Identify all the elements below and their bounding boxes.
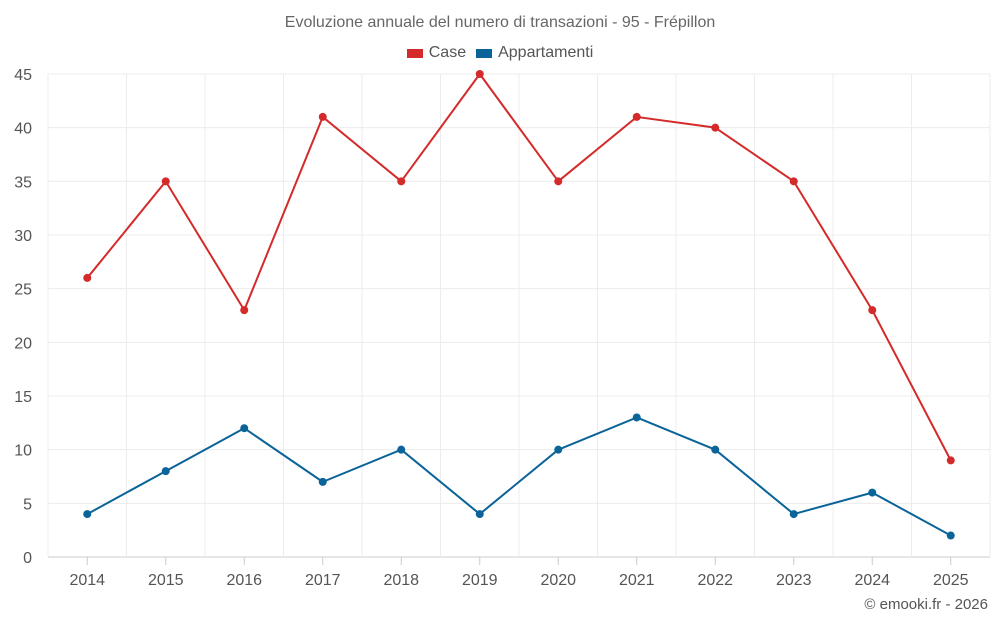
data-point-appartamenti (868, 488, 877, 497)
x-tick-label: 2021 (619, 572, 655, 589)
data-point-appartamenti (554, 445, 563, 454)
data-point-appartamenti (397, 445, 406, 454)
series-line-case (86, 73, 952, 461)
data-point-appartamenti (789, 510, 798, 519)
y-tick-label: 5 (23, 496, 32, 513)
x-tick-label: 2019 (462, 572, 498, 589)
data-point-appartamenti (83, 510, 92, 519)
legend: Case Appartamenti (0, 44, 1000, 62)
data-point-case (632, 112, 641, 121)
x-tick-label: 2016 (226, 572, 262, 589)
legend-label-appartamenti: Appartamenti (498, 44, 594, 61)
series-line-appartamenti (86, 416, 952, 537)
data-point-case (475, 70, 484, 78)
data-point-case (554, 177, 563, 186)
y-tick-label: 25 (14, 282, 32, 299)
x-tick-label: 2018 (383, 572, 419, 589)
y-tick-label: 0 (23, 550, 32, 567)
data-point-case (868, 306, 877, 315)
x-tick-label: 2023 (776, 572, 812, 589)
legend-item-appartamenti[interactable]: Appartamenti (476, 44, 593, 62)
data-point-case (83, 273, 92, 282)
y-tick-label: 35 (14, 174, 32, 191)
data-point-case (946, 456, 955, 465)
data-point-case (789, 177, 798, 186)
y-tick-label: 15 (14, 389, 32, 406)
x-tick-label: 2015 (148, 572, 184, 589)
y-tick-label: 10 (14, 443, 32, 460)
x-tick-label: 2022 (697, 572, 733, 589)
y-tick-label: 40 (14, 121, 32, 138)
x-tick-label: 2014 (69, 572, 105, 589)
data-point-case (240, 306, 249, 315)
data-point-appartamenti (475, 510, 484, 519)
data-point-appartamenti (946, 531, 955, 540)
copyright-text: © emooki.fr - 2026 (864, 596, 988, 613)
x-tick-label: 2020 (540, 572, 576, 589)
legend-item-case[interactable]: Case (406, 44, 467, 62)
data-point-appartamenti (632, 413, 641, 422)
data-point-case (318, 112, 327, 121)
chart-title: Evoluzione annuale del numero di transaz… (284, 14, 716, 31)
data-point-appartamenti (318, 477, 327, 486)
y-tick-label: 30 (14, 228, 32, 245)
data-point-appartamenti (711, 445, 720, 454)
x-tick-label: 2024 (854, 572, 890, 589)
data-point-case (397, 177, 406, 186)
x-tick-label: 2025 (933, 572, 969, 589)
y-tick-label: 45 (14, 67, 32, 84)
data-point-case (161, 177, 170, 186)
data-point-appartamenti (161, 467, 170, 476)
legend-swatch-appartamenti (476, 48, 493, 58)
legend-label-case: Case (428, 44, 467, 61)
y-tick-label: 20 (14, 335, 32, 352)
legend-swatch-case (406, 48, 423, 58)
x-tick-label: 2017 (305, 572, 341, 589)
data-point-appartamenti (240, 424, 249, 433)
data-point-case (711, 123, 720, 132)
